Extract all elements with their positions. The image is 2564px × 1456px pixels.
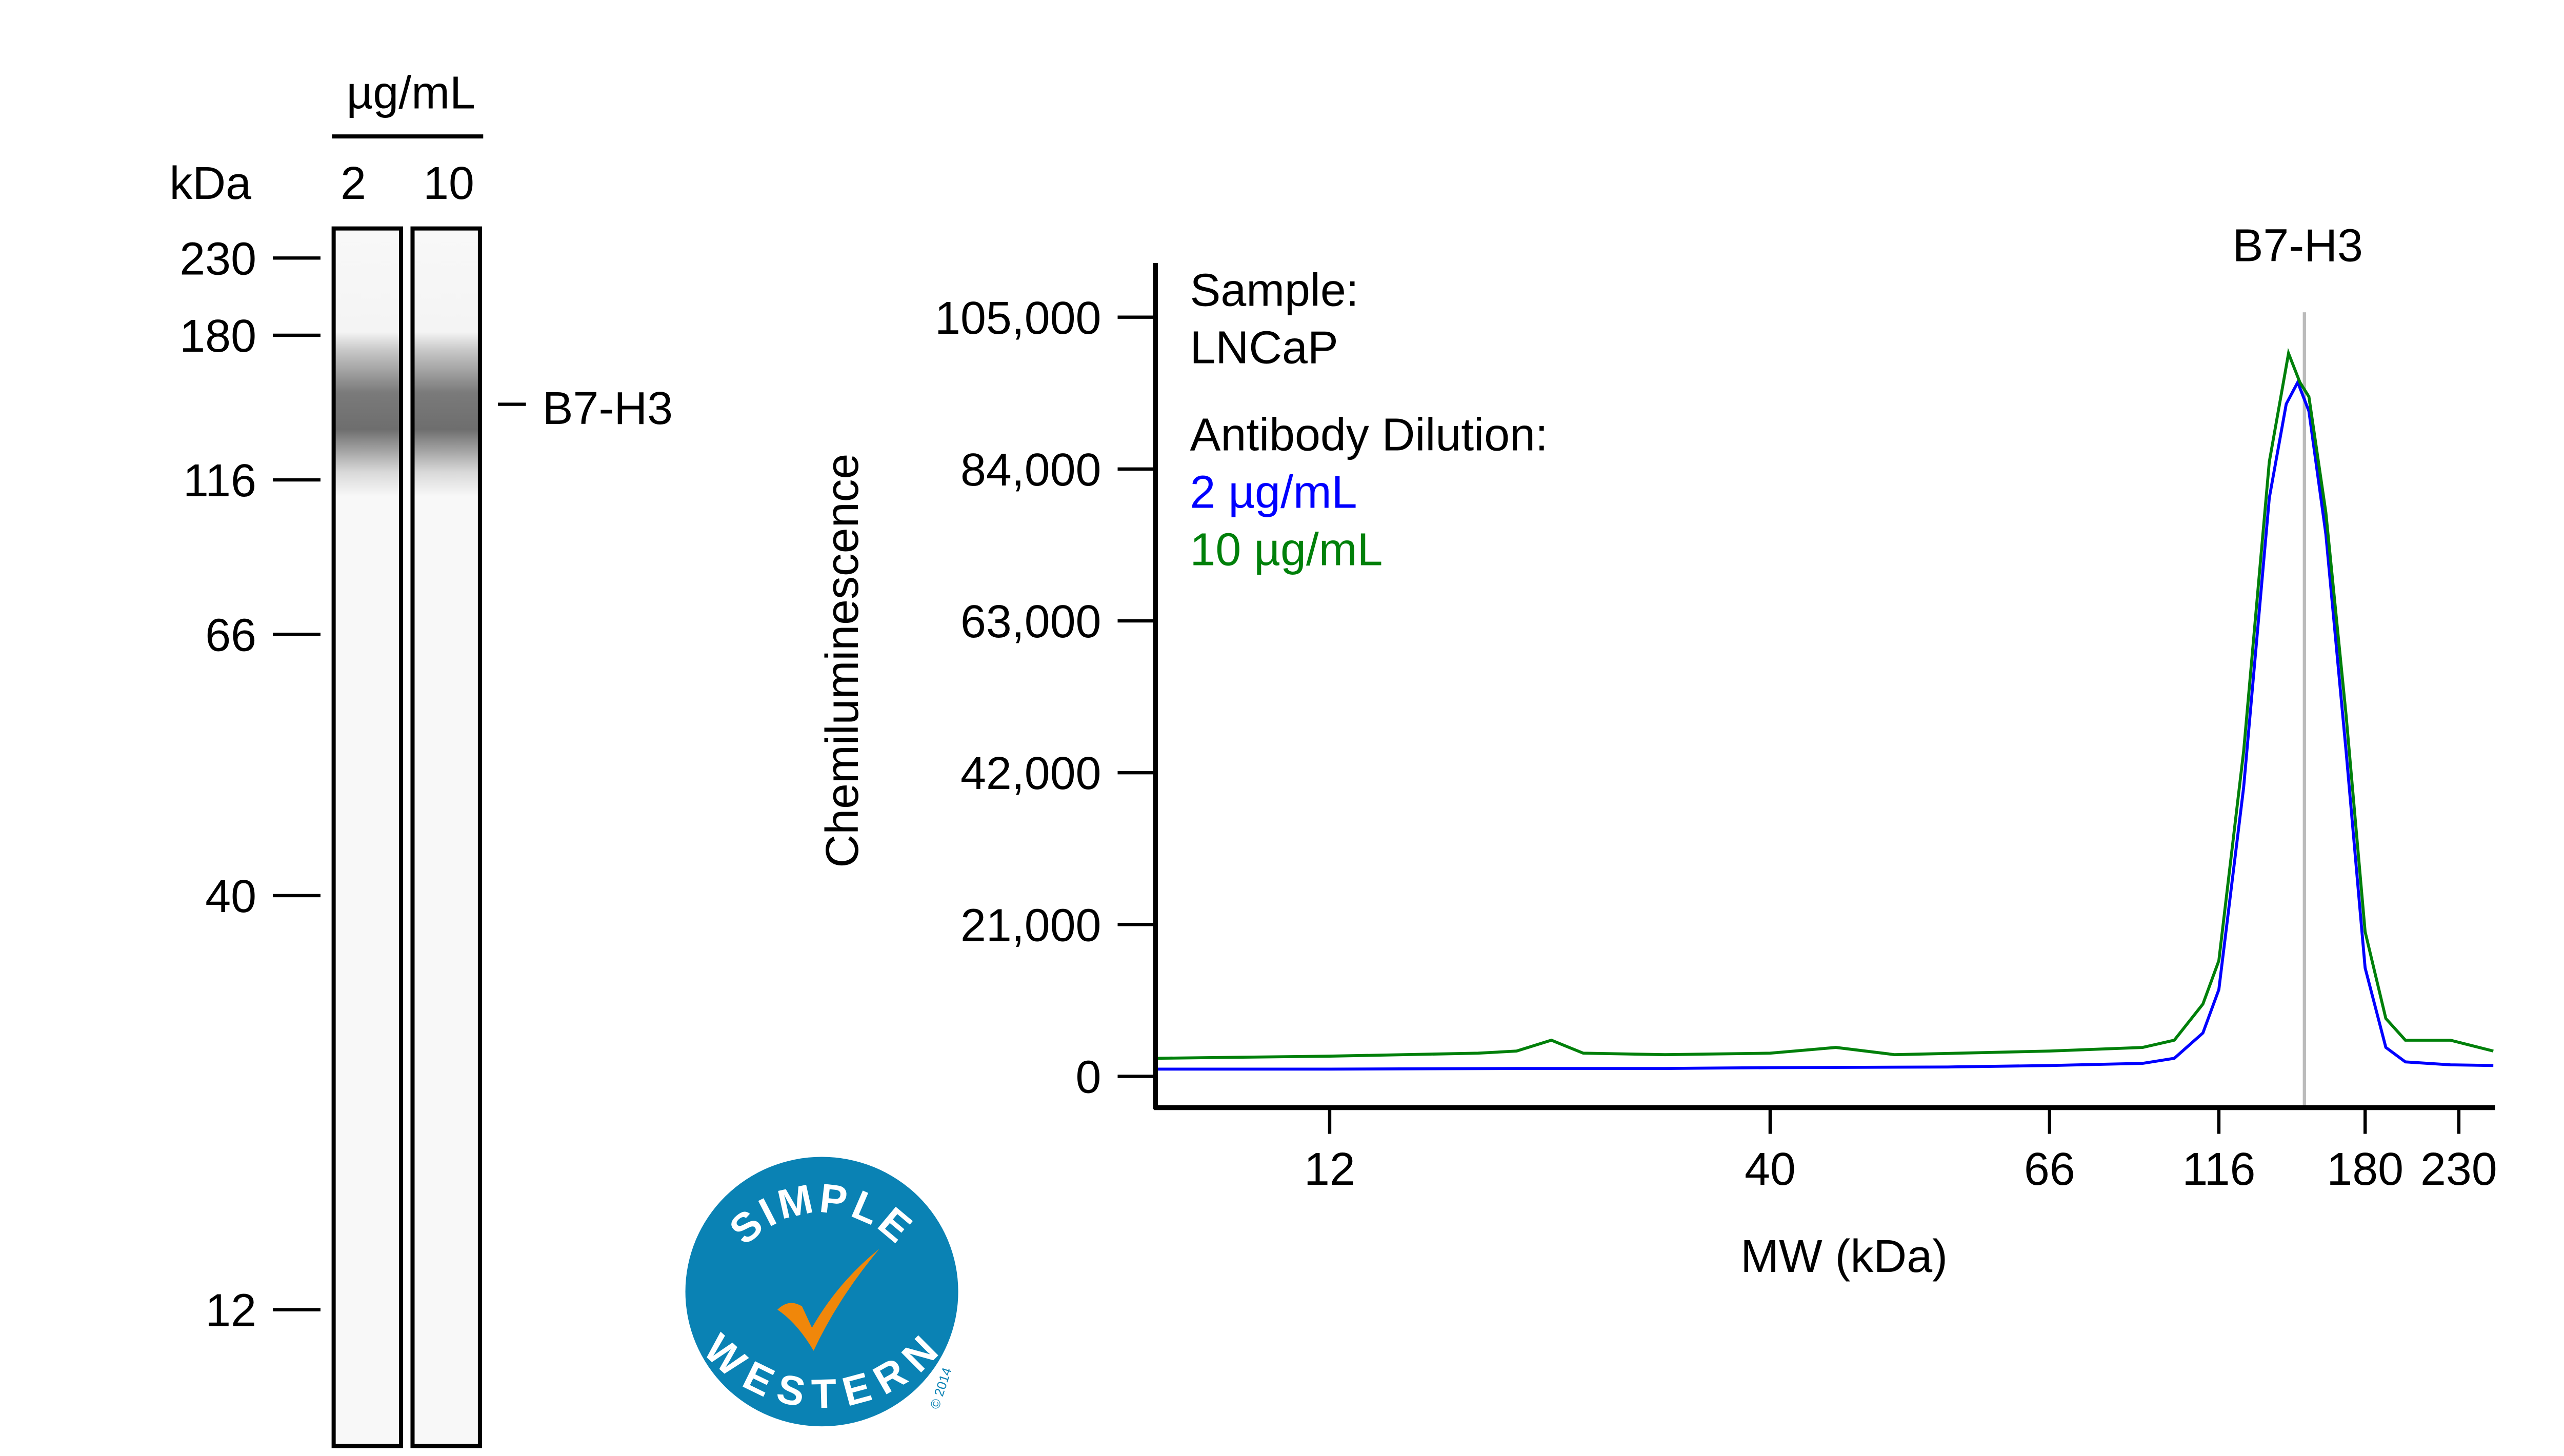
marker-label: 230 — [179, 233, 256, 285]
simple-western-logo: SIMPLE WESTERN © 2014 — [685, 1157, 958, 1427]
legend-entry-10ug: 10 µg/mL — [1190, 524, 1383, 576]
marker-label: 12 — [205, 1285, 256, 1337]
marker-label: 66 — [205, 610, 256, 661]
marker-label: 180 — [179, 311, 256, 362]
y-tick-label: 63,000 — [960, 596, 1101, 648]
x-tick-label: 116 — [2182, 1144, 2255, 1195]
y-tick-label: 0 — [1076, 1052, 1101, 1103]
electropherogram: B7-H3 0 21,000 42,000 63,000 84,000 105,000 1… — [817, 220, 2497, 1282]
lane-1 — [331, 226, 404, 1448]
x-tick-label: 180 — [2327, 1144, 2403, 1195]
band-label: B7-H3 — [543, 383, 673, 434]
chart-title: B7-H3 — [2233, 220, 2363, 272]
check-icon — [777, 1249, 879, 1351]
y-tick-label: 84,000 — [960, 444, 1101, 496]
lane-label: 2 — [340, 158, 366, 209]
kda-label: kDa — [169, 158, 251, 209]
marker-label: 40 — [205, 871, 256, 922]
y-tick-label: 21,000 — [960, 900, 1101, 951]
lane-2 — [410, 226, 482, 1448]
marker-label: 116 — [183, 455, 256, 507]
series-line-2ug — [1155, 378, 2494, 1071]
x-axis-label: MW (kDa) — [1740, 1231, 1948, 1282]
legend-dilution-heading: Antibody Dilution: — [1190, 409, 1548, 460]
legend-entry-2ug: 2 µg/mL — [1190, 467, 1357, 518]
concentration-unit: µg/mL — [347, 68, 475, 119]
legend-sample: LNCaP — [1190, 322, 1338, 373]
series-line-10ug — [1155, 348, 2494, 1060]
lane-label: 10 — [423, 158, 474, 209]
x-tick-label: 12 — [1304, 1144, 1355, 1195]
y-axis-label: Chemiluminescence — [817, 454, 868, 868]
y-tick-label: 42,000 — [960, 748, 1101, 799]
lane-view: µg/mL kDa 2 10 230 180 116 66 40 12 B7-H3 — [169, 68, 673, 1448]
x-tick-label: 66 — [2024, 1144, 2075, 1195]
legend: Sample: LNCaP Antibody Dilution: 2 µg/mL… — [1190, 265, 1548, 575]
x-tick-label: 40 — [1745, 1144, 1796, 1195]
x-tick-label: 230 — [2420, 1144, 2497, 1195]
y-tick-label: 105,000 — [935, 293, 1101, 344]
legend-sample-heading: Sample: — [1190, 265, 1359, 316]
